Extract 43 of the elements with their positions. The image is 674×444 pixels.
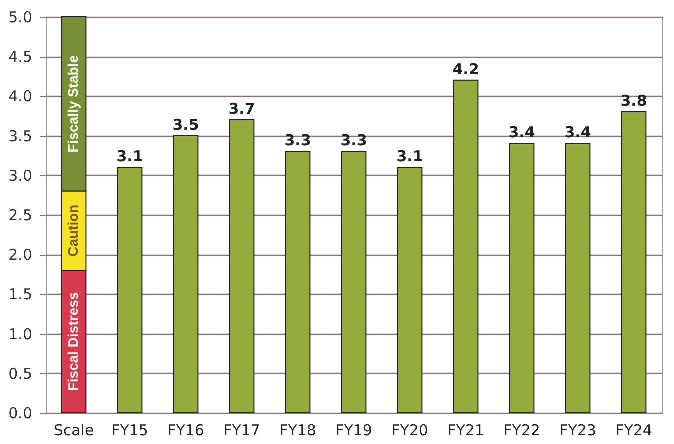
bar: [509, 143, 535, 414]
data-label: 3.1: [116, 147, 144, 166]
data-label: 3.3: [284, 132, 312, 150]
y-tick-label: 4.5: [8, 48, 32, 66]
bar: [229, 119, 255, 414]
bar: [341, 151, 367, 414]
data-label: 3.5: [172, 116, 200, 134]
y-tick-label: 1.0: [8, 325, 32, 344]
series-label: Fiscally Stable: [65, 55, 81, 153]
series-label: Caution: [65, 204, 81, 257]
y-tick-label: 5.0: [8, 8, 32, 26]
x-tick-label: FY24: [616, 422, 652, 440]
data-label: 3.1: [396, 147, 424, 166]
x-tick-label: Scale: [54, 422, 94, 440]
bar: [621, 112, 647, 414]
x-tick-label: FY22: [504, 422, 540, 440]
y-tick-label: 4.0: [8, 88, 32, 106]
bar: [453, 80, 479, 414]
y-tick-label: 1.5: [8, 286, 32, 304]
y-tick-label: 0.0: [8, 404, 32, 422]
bar: [285, 151, 311, 414]
y-tick-label: 2.0: [8, 246, 32, 264]
y-tick-label: 3.0: [8, 166, 32, 185]
y-tick-label: 2.5: [8, 206, 32, 224]
bar: [117, 166, 143, 414]
series-label: Fiscal Distress: [65, 292, 81, 392]
data-label: 3.7: [228, 100, 256, 118]
data-label: 4.2: [452, 60, 480, 78]
x-tick-label: FY15: [112, 422, 148, 440]
x-tick-label: FY23: [560, 422, 596, 440]
y-tick-label: 3.5: [8, 127, 32, 146]
bar: [173, 135, 199, 414]
x-tick-label: FY18: [280, 422, 316, 440]
x-tick-label: FY19: [336, 422, 372, 440]
x-tick-label: FY17: [224, 422, 260, 440]
y-tick-label: 0.5: [8, 364, 32, 383]
x-tick-label: FY20: [392, 422, 428, 440]
bar: [397, 166, 423, 414]
x-tick-label: FY21: [448, 422, 484, 440]
data-label: 3.3: [340, 132, 368, 150]
bar: [565, 143, 591, 414]
x-tick-label: FY16: [168, 422, 204, 440]
data-label: 3.8: [620, 92, 648, 110]
